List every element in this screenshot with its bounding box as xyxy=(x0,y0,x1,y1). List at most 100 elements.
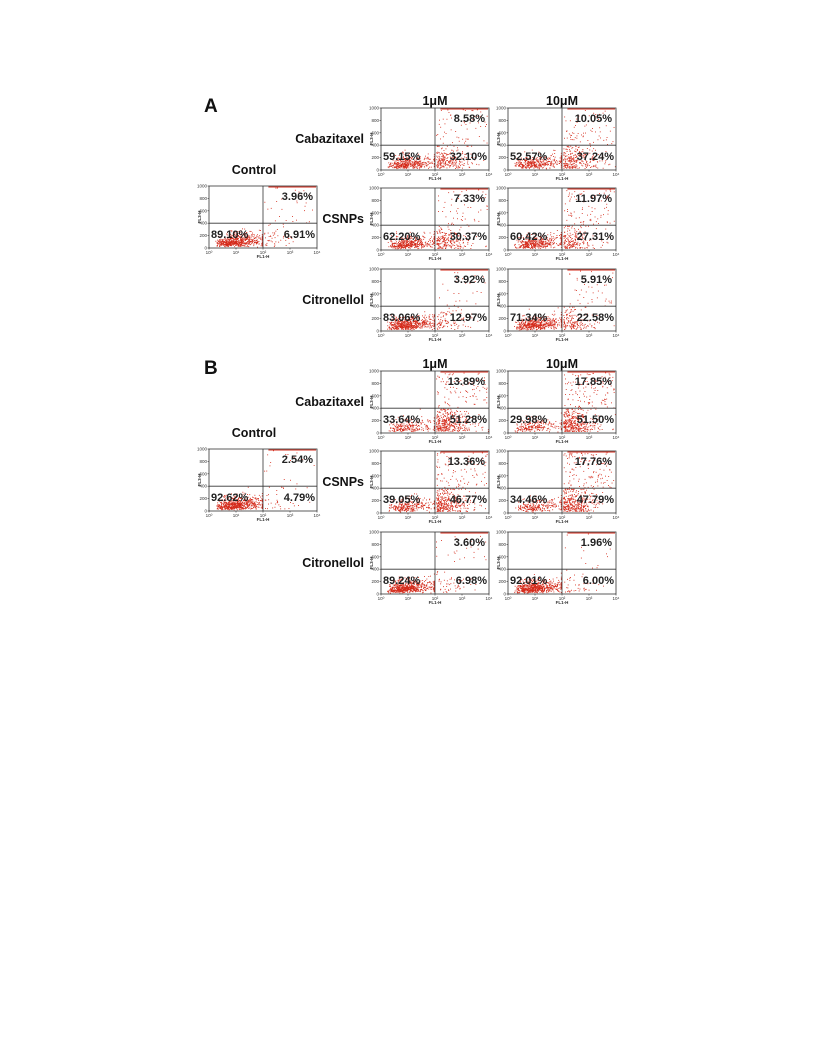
event-dot xyxy=(591,299,593,300)
event-dot xyxy=(413,318,414,320)
event-dot xyxy=(526,160,528,161)
event-dot xyxy=(572,306,573,308)
y-tick-label: 200 xyxy=(371,155,379,160)
event-dot xyxy=(449,161,451,163)
event-dot xyxy=(416,324,417,326)
event-dot xyxy=(537,243,539,245)
event-dot xyxy=(410,326,412,327)
event-dot xyxy=(391,245,393,247)
event-dot xyxy=(533,157,534,159)
event-dot xyxy=(548,163,549,165)
event-dot xyxy=(522,319,524,321)
event-dot xyxy=(454,236,455,238)
event-dot xyxy=(594,328,596,330)
event-dot xyxy=(588,245,590,247)
event-dot xyxy=(565,311,567,313)
event-dot xyxy=(424,320,426,321)
event-dot xyxy=(461,309,462,311)
event-dot xyxy=(559,317,561,319)
event-dot xyxy=(413,321,414,323)
event-dot xyxy=(535,242,537,244)
event-dot xyxy=(570,312,572,313)
event-dot xyxy=(572,240,574,242)
event-dot xyxy=(423,238,425,240)
x-tick-label: 10⁴ xyxy=(613,333,620,338)
event-dot xyxy=(404,320,406,322)
event-dot xyxy=(221,241,223,242)
event-dot xyxy=(581,234,583,236)
event-dot xyxy=(591,271,592,273)
event-dot xyxy=(234,234,236,236)
event-dot xyxy=(439,238,440,239)
event-dot xyxy=(252,242,254,244)
event-dot xyxy=(429,246,431,247)
event-dot xyxy=(404,245,405,247)
event-dot xyxy=(448,240,449,241)
event-dot xyxy=(410,327,412,329)
event-dot xyxy=(463,317,465,319)
event-dot xyxy=(542,164,544,165)
event-dot xyxy=(579,303,581,305)
event-dot xyxy=(567,237,569,239)
event-dot xyxy=(522,325,524,327)
event-dot xyxy=(458,242,460,244)
event-dot xyxy=(395,235,397,237)
y-tick-label: 1000 xyxy=(369,106,380,111)
event-dot xyxy=(525,320,527,322)
event-dot xyxy=(524,151,526,153)
event-dot xyxy=(568,320,569,322)
event-dot xyxy=(563,162,565,164)
event-dot xyxy=(529,326,530,328)
event-dot xyxy=(574,242,576,243)
event-dot xyxy=(568,242,570,244)
event-dot xyxy=(447,109,449,111)
event-dot xyxy=(414,237,416,238)
event-dot xyxy=(444,238,445,240)
event-dot xyxy=(534,162,535,163)
event-dot xyxy=(391,325,393,327)
event-dot xyxy=(520,245,522,247)
event-dot xyxy=(539,320,541,322)
event-dot xyxy=(216,242,218,244)
event-dot xyxy=(397,247,399,249)
event-dot xyxy=(430,166,432,168)
event-dot xyxy=(525,159,527,161)
event-dot xyxy=(603,139,605,141)
event-dot xyxy=(412,328,414,330)
event-dot xyxy=(477,116,479,117)
event-dot xyxy=(528,161,529,163)
event-dot xyxy=(532,325,533,326)
event-dot xyxy=(457,240,459,242)
event-dot xyxy=(531,165,533,166)
event-dot xyxy=(519,164,521,166)
event-dot xyxy=(566,151,568,152)
event-dot xyxy=(403,156,404,158)
event-dot xyxy=(447,163,449,165)
event-dot xyxy=(540,325,542,327)
event-dot xyxy=(527,240,529,242)
event-dot xyxy=(440,138,441,140)
event-dot xyxy=(451,325,453,327)
event-dot xyxy=(404,243,406,245)
event-dot xyxy=(406,162,407,164)
event-dot xyxy=(392,156,394,158)
event-dot xyxy=(439,243,441,245)
event-dot xyxy=(574,322,576,324)
row-label: Citronellol xyxy=(302,293,364,307)
event-dot xyxy=(437,247,439,249)
event-dot xyxy=(392,242,394,244)
event-dot xyxy=(519,160,520,162)
event-dot xyxy=(223,241,225,243)
event-dot xyxy=(550,323,552,325)
event-dot xyxy=(571,238,573,239)
event-dot xyxy=(534,245,536,247)
event-dot xyxy=(575,167,577,168)
event-dot xyxy=(240,245,242,247)
event-dot xyxy=(413,166,414,167)
event-dot xyxy=(554,153,556,154)
event-dot xyxy=(243,234,245,236)
event-dot xyxy=(583,243,584,245)
event-dot xyxy=(399,167,401,168)
event-dot xyxy=(547,162,549,164)
event-dot xyxy=(521,164,523,166)
